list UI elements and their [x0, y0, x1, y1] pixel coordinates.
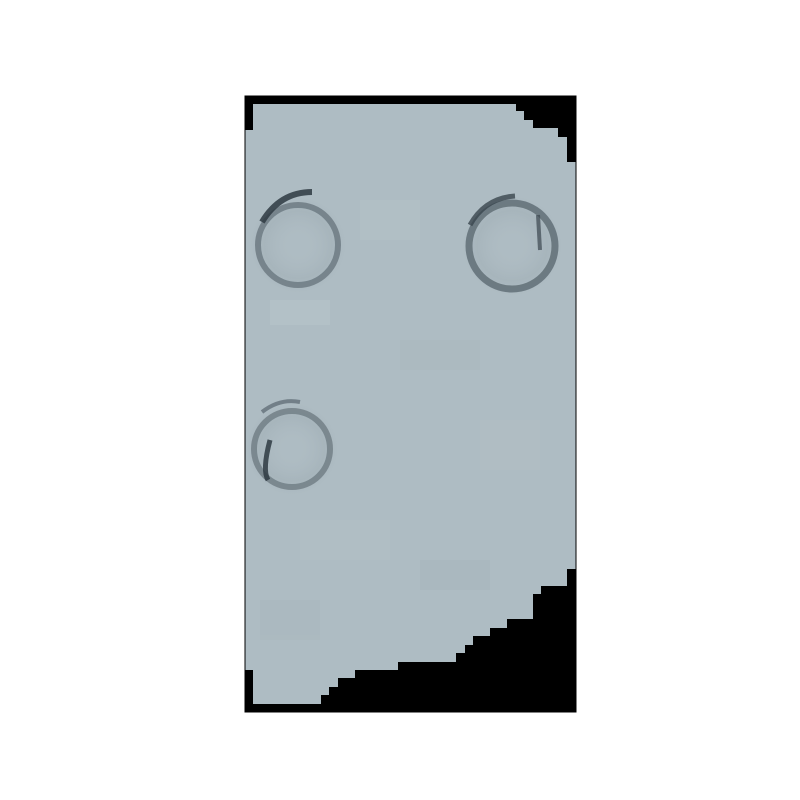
axes-frame: [244, 95, 577, 713]
ring-top-left: [250, 189, 346, 293]
ring-top-right: [462, 193, 562, 296]
surface-texture: [260, 200, 540, 640]
image-panel: [245, 96, 576, 712]
ring-bottom-left: [246, 399, 338, 495]
